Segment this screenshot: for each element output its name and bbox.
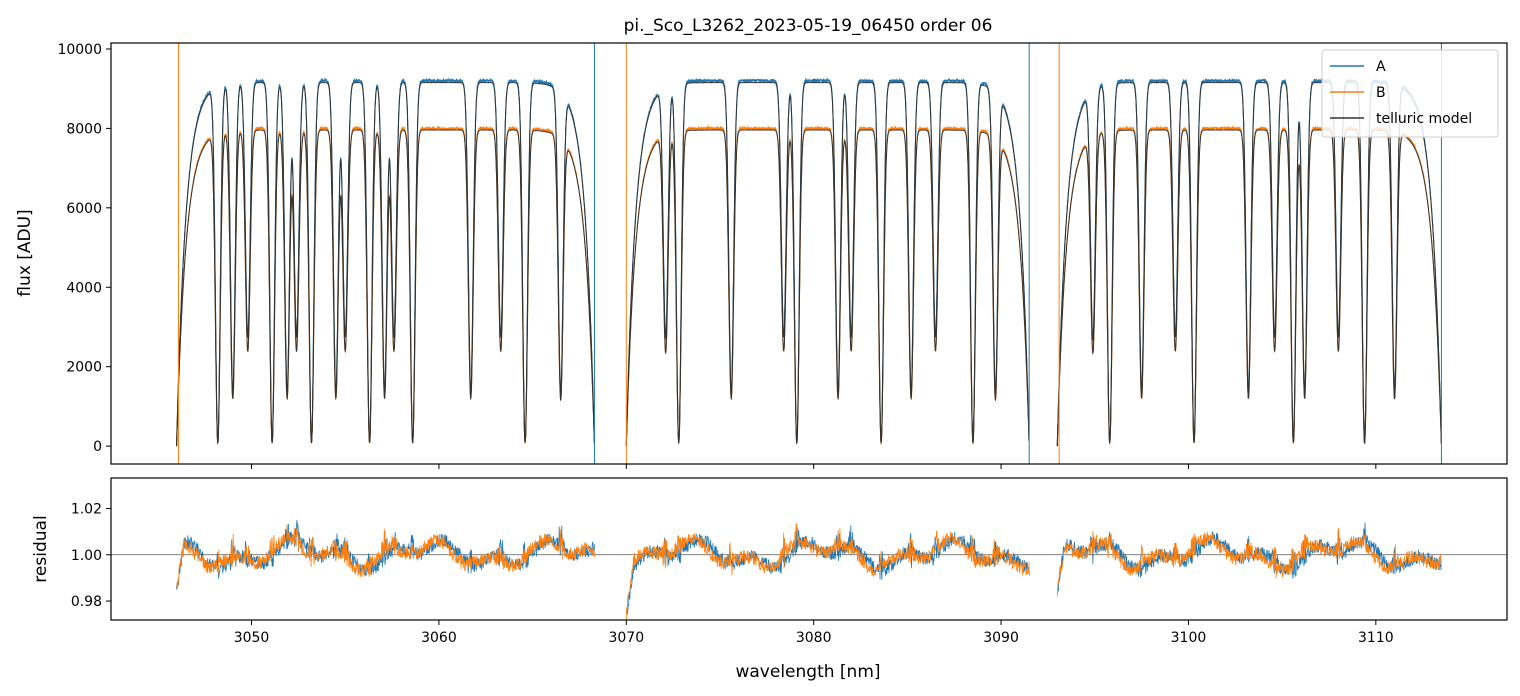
flux-y-tick-label: 4000 xyxy=(66,280,102,296)
flux-y-tick-label: 0 xyxy=(93,439,102,455)
x-tick-label: 3090 xyxy=(983,630,1019,646)
legend: A B telluric model xyxy=(1321,49,1499,138)
flux-y-tick-label: 2000 xyxy=(66,360,102,376)
flux-y-axis-label: flux [ADU] xyxy=(15,209,35,296)
x-tick-label: 3110 xyxy=(1358,630,1394,646)
x-axis-label: wavelength [nm] xyxy=(735,662,880,682)
flux-y-tick-label: 10000 xyxy=(57,42,102,58)
legend-label-b: B xyxy=(1376,85,1386,101)
flux-panel: 0 2000 4000 6000 8000 10000 flux [ADU] A B te… xyxy=(15,42,1508,469)
flux-plot-area xyxy=(176,43,1442,464)
legend-box xyxy=(1321,49,1499,138)
residual-panel: 0.98 1.00 1.02 3050 3060 3070 3080 3090 3100 311… xyxy=(31,477,1508,682)
flux-y-ticks: 0 2000 4000 6000 8000 10000 xyxy=(57,42,111,455)
residual-b-line xyxy=(176,523,1442,620)
chart-title: pi._Sco_L3262_2023-05-19_06450 order 06 xyxy=(624,16,993,36)
residual-y-axis-label: residual xyxy=(31,515,51,582)
residual-x-ticks: 3050 3060 3070 3080 3090 3100 3110 xyxy=(234,620,1394,646)
x-tick-label: 3100 xyxy=(1171,630,1207,646)
residual-axes-frame xyxy=(110,477,1508,621)
x-tick-label: 3070 xyxy=(608,630,644,646)
legend-label-telluric: telluric model xyxy=(1376,111,1472,127)
residual-plot-area xyxy=(111,520,1507,620)
flux-x-ticks xyxy=(251,464,1377,469)
flux-axes-frame xyxy=(110,42,1508,465)
flux-y-tick-label: 8000 xyxy=(66,121,102,137)
legend-label-a: A xyxy=(1376,59,1386,75)
x-tick-label: 3050 xyxy=(234,630,270,646)
residual-y-tick-label: 1.02 xyxy=(71,502,102,518)
residual-y-tick-label: 1.00 xyxy=(71,548,102,564)
residual-y-ticks: 0.98 1.00 1.02 xyxy=(71,502,111,610)
x-tick-label: 3060 xyxy=(421,630,457,646)
x-tick-label: 3080 xyxy=(796,630,832,646)
flux-y-tick-label: 6000 xyxy=(66,201,102,217)
residual-y-tick-label: 0.98 xyxy=(71,594,102,610)
